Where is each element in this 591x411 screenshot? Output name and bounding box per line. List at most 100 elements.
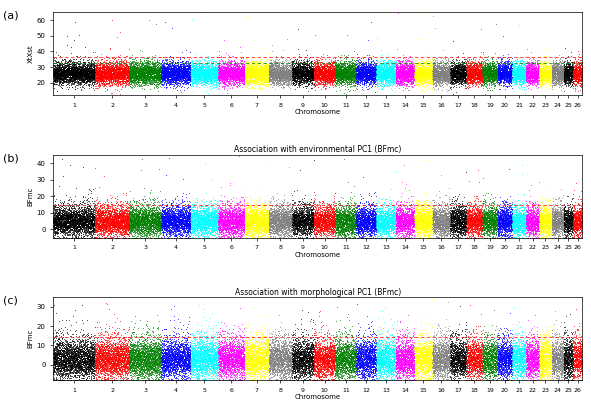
Point <box>322 213 332 220</box>
Point <box>368 215 377 222</box>
Point <box>404 72 414 79</box>
Point <box>131 358 141 365</box>
Point <box>481 210 491 217</box>
Point <box>178 67 187 73</box>
Point <box>227 204 236 211</box>
Point <box>281 218 291 224</box>
Point <box>320 65 329 72</box>
Point <box>63 68 73 75</box>
Point <box>298 223 308 229</box>
Point <box>361 68 371 75</box>
Point <box>174 67 184 74</box>
Point <box>184 65 193 72</box>
Point <box>443 69 452 76</box>
Point <box>116 217 126 224</box>
Point <box>566 67 576 73</box>
Point <box>267 69 277 76</box>
Point <box>463 358 473 365</box>
Point <box>336 365 346 371</box>
Point <box>344 364 353 371</box>
Point <box>324 377 334 383</box>
Point <box>186 359 196 366</box>
Point <box>381 74 391 81</box>
Point <box>234 201 243 207</box>
Point <box>200 333 210 340</box>
Point <box>56 214 66 221</box>
Point <box>312 211 322 217</box>
Point <box>61 69 70 75</box>
Point <box>525 212 535 219</box>
Point <box>234 216 243 222</box>
Point <box>366 210 375 217</box>
Point <box>534 69 543 76</box>
Point <box>574 222 584 228</box>
Point <box>501 72 510 78</box>
Point <box>481 68 491 75</box>
Point <box>311 224 321 230</box>
Point <box>178 368 187 374</box>
Point <box>92 80 101 86</box>
Point <box>408 373 418 379</box>
Point <box>290 342 300 349</box>
Point <box>311 225 320 232</box>
Point <box>336 221 345 227</box>
Point <box>88 367 98 374</box>
Point <box>563 372 572 379</box>
Point <box>423 67 433 73</box>
Point <box>566 225 575 232</box>
Point <box>353 358 363 365</box>
Point <box>325 353 335 360</box>
Point <box>402 68 411 75</box>
Point <box>232 63 241 69</box>
Point <box>358 345 367 352</box>
Point <box>266 69 275 75</box>
Point <box>537 74 546 81</box>
Point <box>190 71 200 78</box>
Point <box>259 222 269 229</box>
Point <box>64 351 73 357</box>
Point <box>452 69 461 75</box>
Point <box>232 212 241 218</box>
Point <box>489 70 498 77</box>
Point <box>249 361 259 367</box>
Point <box>454 224 463 230</box>
Point <box>239 362 249 369</box>
Point <box>442 230 452 236</box>
Point <box>492 69 502 76</box>
Point <box>50 78 60 84</box>
Point <box>453 351 462 357</box>
Point <box>122 219 131 226</box>
Point <box>345 66 354 73</box>
Point <box>213 363 222 369</box>
Point <box>462 70 471 76</box>
Point <box>59 347 69 353</box>
Point <box>108 224 117 230</box>
Point <box>457 71 467 77</box>
Point <box>393 81 402 88</box>
Point <box>142 216 151 222</box>
Point <box>336 71 346 78</box>
Point <box>459 231 469 238</box>
Point <box>491 363 501 369</box>
Point <box>476 60 485 67</box>
Point <box>397 351 406 358</box>
Point <box>321 75 330 81</box>
Point <box>457 220 467 227</box>
Point <box>322 372 331 379</box>
Point <box>85 220 94 226</box>
Point <box>246 211 256 217</box>
Point <box>310 343 320 350</box>
Point <box>249 77 258 84</box>
Point <box>535 341 544 348</box>
Point <box>241 344 251 351</box>
Point <box>392 226 401 232</box>
Point <box>186 357 196 364</box>
Point <box>441 220 451 226</box>
Point <box>493 63 502 70</box>
Point <box>276 225 285 232</box>
Point <box>94 348 103 354</box>
Point <box>325 75 335 81</box>
Point <box>180 373 189 379</box>
Point <box>447 212 456 219</box>
Point <box>348 368 357 374</box>
